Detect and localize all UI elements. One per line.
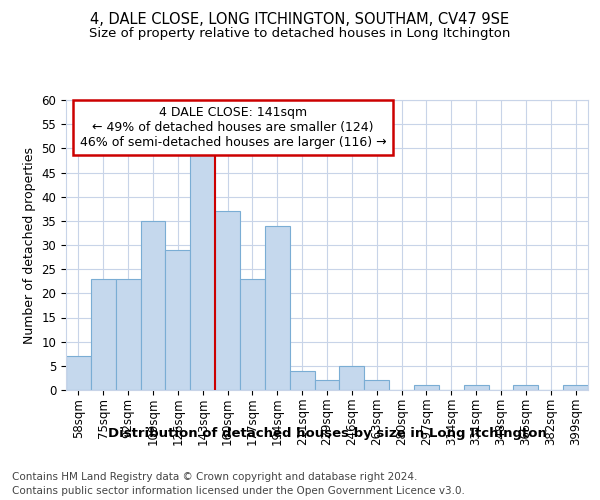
Bar <box>514 385 538 390</box>
Text: 4 DALE CLOSE: 141sqm
← 49% of detached houses are smaller (124)
46% of semi-deta: 4 DALE CLOSE: 141sqm ← 49% of detached h… <box>80 106 386 149</box>
Bar <box>91 279 116 390</box>
Bar <box>190 148 215 390</box>
Bar <box>414 385 439 390</box>
Bar <box>66 356 91 390</box>
Bar <box>265 226 290 390</box>
Bar <box>290 370 314 390</box>
Bar <box>215 211 240 390</box>
Text: Contains public sector information licensed under the Open Government Licence v3: Contains public sector information licen… <box>12 486 465 496</box>
Bar <box>464 385 488 390</box>
Text: Distribution of detached houses by size in Long Itchington: Distribution of detached houses by size … <box>107 428 547 440</box>
Bar <box>116 279 140 390</box>
Bar <box>563 385 588 390</box>
Y-axis label: Number of detached properties: Number of detached properties <box>23 146 36 344</box>
Bar <box>240 279 265 390</box>
Bar <box>314 380 340 390</box>
Text: Size of property relative to detached houses in Long Itchington: Size of property relative to detached ho… <box>89 28 511 40</box>
Text: Contains HM Land Registry data © Crown copyright and database right 2024.: Contains HM Land Registry data © Crown c… <box>12 472 418 482</box>
Bar <box>140 221 166 390</box>
Bar <box>166 250 190 390</box>
Bar <box>340 366 364 390</box>
Text: 4, DALE CLOSE, LONG ITCHINGTON, SOUTHAM, CV47 9SE: 4, DALE CLOSE, LONG ITCHINGTON, SOUTHAM,… <box>91 12 509 28</box>
Bar <box>364 380 389 390</box>
